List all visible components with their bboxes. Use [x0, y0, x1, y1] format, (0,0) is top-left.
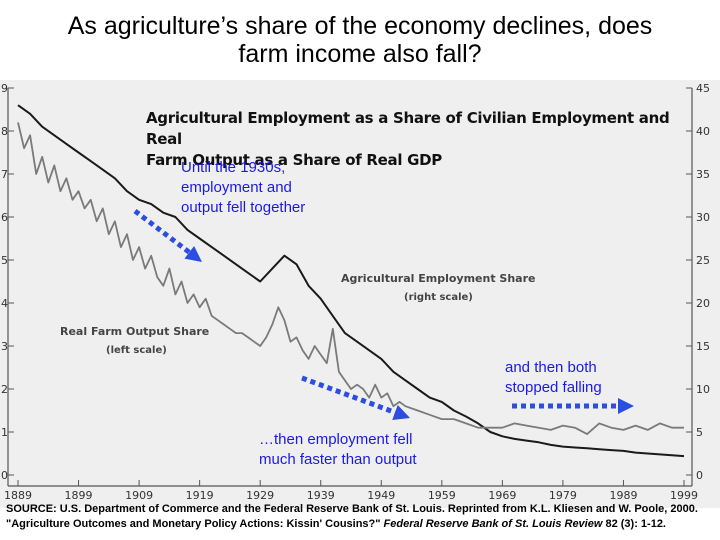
chart-background — [0, 80, 720, 508]
right-tick-label: 45 — [696, 82, 710, 95]
right-tick-label: 30 — [696, 211, 710, 224]
arrow-stopped-falling — [512, 398, 634, 414]
arrow-employment-faster — [301, 375, 410, 420]
x-tick-label: 1929 — [246, 489, 274, 502]
series-label-employment: Agricultural Employment Share — [341, 272, 536, 285]
right-tick-label: 5 — [696, 426, 703, 439]
chart-axes — [7, 88, 693, 487]
annotation-line: …then employment fell — [259, 431, 413, 448]
x-tick-label: 1959 — [428, 489, 456, 502]
series-label-output: Real Farm Output Share — [60, 325, 210, 338]
arrow-head — [392, 404, 410, 420]
slide-title-line-2: farm income also fall? — [238, 40, 482, 68]
series-scale-output: (left scale) — [106, 345, 167, 356]
right-tick-label: 25 — [696, 254, 710, 267]
annotation-line: Until the 1930s, — [181, 159, 286, 176]
chart-title-line-2: Farm Output as a Share of Real GDP — [146, 151, 442, 169]
arrow-shaft — [301, 375, 396, 415]
annotation-line: stopped falling — [505, 379, 602, 396]
chart-arrows — [133, 209, 634, 420]
x-tick-label: 1949 — [367, 489, 395, 502]
left-tick-label: 2 — [1, 383, 8, 396]
left-tick-label: 7 — [1, 168, 8, 181]
arrow-fell-together — [133, 209, 202, 262]
arrow-shaft — [133, 209, 191, 255]
arrow-head — [618, 398, 634, 414]
x-tick-label: 1899 — [65, 489, 93, 502]
x-tick-label: 1919 — [186, 489, 214, 502]
left-tick-label: 8 — [1, 125, 8, 138]
annotation-line: and then both — [505, 359, 597, 376]
right-tick-label: 0 — [696, 469, 703, 482]
right-tick-label: 20 — [696, 297, 710, 310]
x-tick-label: 1909 — [125, 489, 153, 502]
source-citation: 82 (3): 1-12. — [602, 518, 666, 530]
x-tick-label: 1939 — [307, 489, 335, 502]
left-tick-label: 6 — [1, 211, 8, 224]
annotation-fell-together: Until the 1930s, employment and output f… — [181, 158, 351, 218]
right-tick-label: 35 — [696, 168, 710, 181]
x-tick-label: 1969 — [488, 489, 516, 502]
source-journal: Federal Reserve Bank of St. Louis Review — [383, 518, 603, 530]
x-tick-label: 1989 — [609, 489, 637, 502]
source-note: SOURCE: U.S. Department of Commerce and … — [6, 502, 706, 540]
left-tick-label: 9 — [1, 82, 8, 95]
left-tick-label: 5 — [1, 254, 8, 267]
x-tick-label: 1999 — [670, 489, 698, 502]
annotation-line: employment and — [181, 179, 292, 196]
slide-title: As agriculture’s share of the economy de… — [0, 12, 720, 68]
annotation-line: much faster than output — [259, 451, 417, 468]
right-tick-label: 40 — [696, 125, 710, 138]
source-text: SOURCE: U.S. Department of Commerce and … — [6, 503, 698, 530]
chart-title: Agricultural Employment as a Share of Ci… — [146, 108, 706, 171]
arrow-head — [184, 245, 202, 262]
right-tick-label: 10 — [696, 383, 710, 396]
chart-title-line-1: Agricultural Employment as a Share of Ci… — [146, 109, 670, 148]
series-scale-employment: (right scale) — [404, 292, 473, 303]
left-tick-label: 1 — [1, 426, 8, 439]
annotation-stopped-falling: and then both stopped falling — [505, 358, 645, 398]
annotation-line: output fell together — [181, 199, 306, 216]
right-tick-label: 15 — [696, 340, 710, 353]
annotation-employment-fell-faster: …then employment fell much faster than o… — [259, 430, 479, 470]
left-tick-label: 3 — [1, 340, 8, 353]
x-tick-label: 1979 — [549, 489, 577, 502]
output-share-line — [17, 122, 684, 436]
employment-share-line — [17, 104, 685, 458]
left-tick-label: 4 — [1, 297, 8, 310]
left-tick-label: 0 — [1, 469, 8, 482]
x-tick-label: 1889 — [4, 489, 32, 502]
chart-lines — [17, 104, 685, 458]
slide-title-line-1: As agriculture’s share of the economy de… — [67, 12, 653, 40]
